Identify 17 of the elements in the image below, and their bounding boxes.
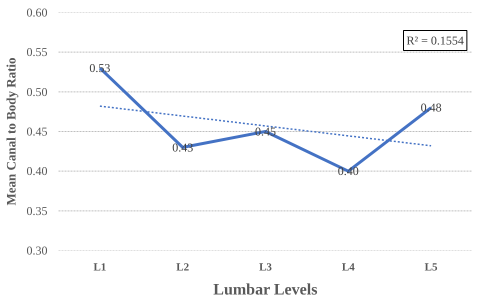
text: 0.30 xyxy=(26,244,48,258)
text: 0.50 xyxy=(26,84,48,99)
text: 0.45 xyxy=(26,124,48,138)
text: 0.35 xyxy=(26,204,48,218)
x-axis-title: Lumbar Levels xyxy=(213,282,318,298)
annotation: R² = 0.1554 xyxy=(406,34,464,48)
text: 0.60 xyxy=(26,6,48,20)
text: 0.40 xyxy=(26,164,48,178)
data-label: 0.48 xyxy=(420,100,442,115)
x-tick-label: L3 xyxy=(259,262,272,274)
x-tick-label: L2 xyxy=(176,262,190,274)
data-label: 0.53 xyxy=(89,61,110,76)
y-axis-title: Mean Canal to Body Ratio xyxy=(4,57,18,206)
x-tick-label: L1 xyxy=(93,262,106,274)
text: 0.55 xyxy=(26,45,48,60)
x-tick-label: L4 xyxy=(342,262,356,274)
x-tick-label: L5 xyxy=(424,262,438,274)
